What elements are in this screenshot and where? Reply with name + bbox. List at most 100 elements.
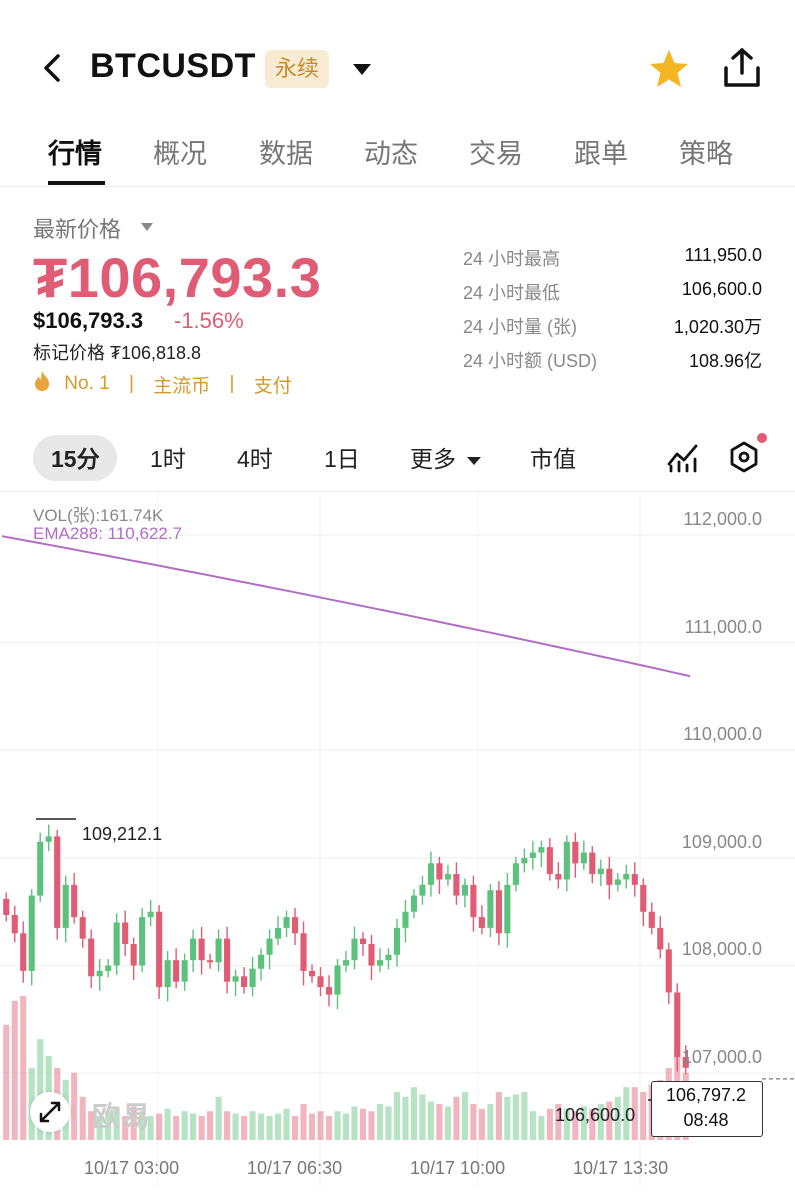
candle-body	[631, 874, 638, 885]
candle-body	[96, 970, 103, 977]
interval-more[interactable]: 更多	[410, 443, 482, 475]
interval-1d[interactable]: 1日	[324, 446, 360, 472]
candle-body	[266, 938, 273, 955]
tab-market[interactable]: 行情	[48, 139, 102, 169]
volume-bar	[402, 1096, 409, 1140]
volume-bar	[368, 1111, 375, 1140]
volume-bar	[359, 1108, 367, 1140]
candle-body	[682, 1057, 689, 1068]
candle-body	[427, 863, 434, 885]
candle-body	[79, 917, 86, 939]
candle-body	[589, 852, 596, 875]
volume-bar	[342, 1113, 350, 1140]
interval-15m[interactable]: 15分	[51, 446, 100, 472]
fire-icon	[33, 370, 51, 398]
candle-body	[402, 911, 409, 928]
candle-body	[674, 992, 681, 1057]
candle-body	[308, 970, 316, 977]
x-tick-label: 10/17 03:00	[84, 1158, 180, 1178]
volume-bar	[198, 1116, 205, 1140]
volume-bar	[325, 1116, 333, 1140]
settings-hexagon-icon[interactable]	[727, 440, 761, 474]
y-tick-label: 109,000.0	[681, 832, 762, 852]
volume-bar	[181, 1111, 188, 1140]
candle-body	[410, 895, 418, 912]
usd-price: $106,793.3	[33, 308, 144, 333]
candle-body	[249, 968, 256, 988]
tab-data[interactable]: 数据	[259, 139, 313, 169]
separator: |	[229, 373, 235, 394]
y-tick-label: 110,000.0	[683, 724, 762, 744]
volume-bar	[190, 1113, 197, 1140]
symbol-title[interactable]: BTCUSDT	[90, 47, 256, 85]
candle-body	[88, 938, 95, 977]
star-icon[interactable]	[648, 48, 690, 90]
tab-copy-trading[interactable]: 跟单	[574, 139, 628, 169]
share-icon[interactable]	[720, 46, 764, 90]
high-marker-label: 109,212.1	[82, 824, 163, 844]
tab-strategy[interactable]: 策略	[679, 139, 733, 169]
candle-body	[274, 927, 282, 939]
candle-body	[461, 884, 468, 896]
rank-text[interactable]: No. 1	[64, 373, 110, 394]
rank-tags-row: No. 1 | 主流币 | 支付	[33, 370, 292, 398]
stat-value-low: 106,600.0	[681, 279, 762, 299]
tab-trade[interactable]: 交易	[469, 139, 523, 169]
candle-body	[105, 965, 112, 971]
volume-bar	[614, 1096, 621, 1140]
back-arrow-icon[interactable]	[38, 50, 68, 86]
candle-body	[359, 938, 367, 945]
interval-4h[interactable]: 4时	[237, 446, 273, 472]
candle-body	[572, 841, 579, 864]
tab-overview[interactable]: 概况	[153, 139, 207, 169]
stat-label-turnover: 24 小时额 (USD)	[463, 351, 598, 371]
candle-body	[241, 976, 248, 988]
caret-down-icon[interactable]	[350, 60, 374, 78]
watermark: 欧易	[92, 1101, 153, 1132]
caret-down-icon[interactable]	[140, 222, 154, 232]
candle-body	[334, 965, 341, 995]
tab-news[interactable]: 动态	[364, 139, 418, 169]
tag-payment[interactable]: 支付	[253, 375, 292, 397]
candle-body	[385, 954, 392, 961]
volume-bar	[173, 1116, 180, 1140]
candle-body	[606, 868, 613, 885]
fullscreen-button[interactable]	[30, 1092, 70, 1132]
x-tick-label: 10/17 13:30	[573, 1158, 669, 1178]
volume-bar	[71, 1072, 78, 1140]
candle-body	[538, 847, 545, 853]
market-cap-button[interactable]: 市值	[530, 446, 576, 472]
candle-body	[113, 922, 120, 966]
notification-dot	[757, 433, 767, 443]
candle-body	[164, 960, 171, 988]
interval-more-label: 更多	[410, 446, 456, 472]
volume-bar	[11, 1000, 18, 1140]
volume-indicator-label: VOL(张):161.74K	[33, 506, 164, 525]
indicator-chart-icon[interactable]	[666, 440, 700, 474]
volume-bar	[164, 1108, 171, 1140]
volume-bar	[241, 1116, 248, 1140]
volume-bar	[453, 1096, 460, 1140]
volume-bar	[79, 1096, 86, 1140]
volume-bar	[512, 1094, 519, 1140]
interval-1h[interactable]: 1时	[150, 446, 186, 472]
candle-body	[376, 960, 384, 966]
candle-body	[198, 938, 205, 961]
volume-bar	[156, 1113, 163, 1140]
candle-body	[580, 852, 587, 864]
candle-body	[317, 976, 324, 988]
candle-body	[300, 933, 307, 971]
volume-bar	[258, 1113, 265, 1140]
y-tick-label: 108,000.0	[681, 939, 762, 959]
volume-bar	[461, 1092, 468, 1140]
candle-body	[325, 987, 333, 995]
latest-price-label[interactable]: 最新价格	[33, 217, 122, 242]
change-percent: -1.56%	[174, 308, 244, 333]
candle-body	[147, 911, 154, 918]
active-tab-underline	[48, 181, 105, 185]
tag-mainstream[interactable]: 主流币	[153, 375, 211, 397]
stat-value-high: 111,950.0	[684, 245, 762, 265]
candle-body	[546, 847, 553, 875]
candle-body	[122, 922, 129, 945]
stat-value-turnover: 108.96亿	[688, 351, 762, 371]
